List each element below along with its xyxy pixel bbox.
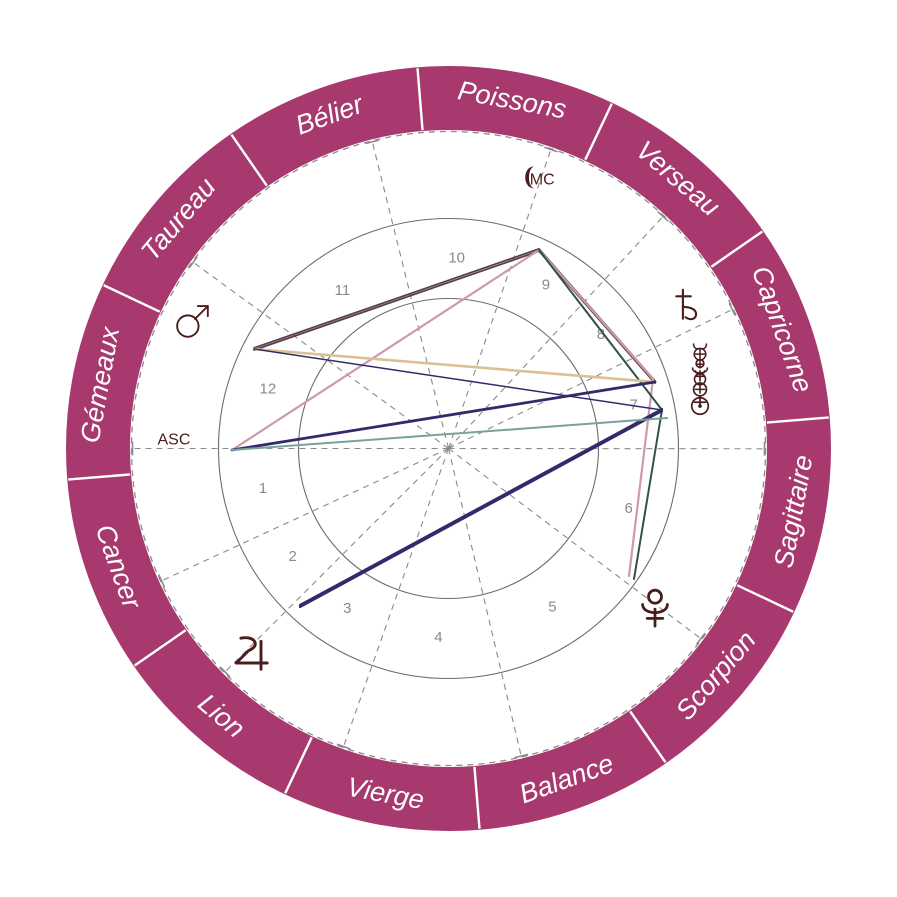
svg-text:1: 1 [259, 480, 267, 497]
svg-text:2: 2 [288, 548, 296, 565]
svg-text:ASC: ASC [158, 432, 191, 449]
svg-text:6: 6 [624, 500, 632, 517]
svg-text:9: 9 [542, 276, 550, 293]
svg-text:5: 5 [548, 599, 556, 616]
svg-text:3: 3 [343, 600, 351, 617]
svg-text:10: 10 [448, 250, 465, 267]
svg-text:4: 4 [434, 629, 442, 646]
svg-text:12: 12 [260, 381, 277, 398]
svg-text:MC: MC [530, 172, 555, 189]
svg-text:11: 11 [335, 282, 351, 299]
